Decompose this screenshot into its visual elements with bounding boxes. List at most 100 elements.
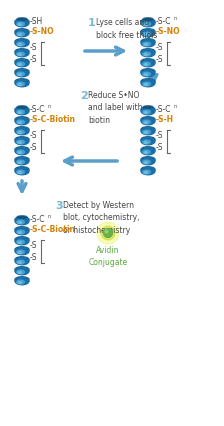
Ellipse shape bbox=[141, 167, 155, 175]
Ellipse shape bbox=[15, 147, 29, 155]
Ellipse shape bbox=[15, 217, 29, 222]
Ellipse shape bbox=[17, 280, 24, 284]
Ellipse shape bbox=[18, 112, 22, 113]
Ellipse shape bbox=[141, 117, 155, 122]
Ellipse shape bbox=[15, 277, 29, 285]
Ellipse shape bbox=[18, 121, 22, 124]
Text: -S: -S bbox=[30, 132, 37, 141]
Ellipse shape bbox=[141, 19, 155, 24]
Ellipse shape bbox=[18, 132, 22, 133]
Ellipse shape bbox=[15, 107, 29, 115]
Ellipse shape bbox=[15, 227, 29, 232]
Ellipse shape bbox=[144, 161, 148, 164]
Ellipse shape bbox=[15, 69, 29, 77]
Ellipse shape bbox=[18, 54, 22, 55]
Ellipse shape bbox=[143, 32, 151, 36]
Ellipse shape bbox=[143, 82, 151, 86]
Ellipse shape bbox=[18, 251, 22, 253]
Ellipse shape bbox=[144, 83, 148, 86]
Text: 1: 1 bbox=[88, 18, 96, 28]
Ellipse shape bbox=[15, 237, 29, 242]
Ellipse shape bbox=[15, 127, 29, 135]
Ellipse shape bbox=[143, 150, 151, 154]
Ellipse shape bbox=[15, 59, 29, 67]
Ellipse shape bbox=[15, 247, 29, 252]
Ellipse shape bbox=[17, 216, 27, 218]
Ellipse shape bbox=[15, 137, 29, 145]
Ellipse shape bbox=[141, 127, 155, 132]
Ellipse shape bbox=[17, 106, 27, 108]
Ellipse shape bbox=[15, 247, 29, 255]
Ellipse shape bbox=[18, 161, 22, 164]
Ellipse shape bbox=[15, 267, 29, 275]
Text: -S: -S bbox=[30, 143, 37, 152]
Ellipse shape bbox=[18, 271, 22, 273]
Text: -S-NO: -S-NO bbox=[156, 28, 181, 37]
Ellipse shape bbox=[141, 29, 155, 37]
Ellipse shape bbox=[143, 62, 151, 66]
Ellipse shape bbox=[18, 152, 22, 153]
Ellipse shape bbox=[15, 217, 29, 225]
Text: 3: 3 bbox=[55, 201, 63, 211]
Text: Avidin
Conjugate: Avidin Conjugate bbox=[88, 246, 128, 267]
Text: -S: -S bbox=[30, 242, 37, 250]
Ellipse shape bbox=[15, 117, 29, 125]
Text: 2: 2 bbox=[80, 91, 88, 101]
Ellipse shape bbox=[144, 141, 148, 144]
Ellipse shape bbox=[141, 147, 155, 152]
Ellipse shape bbox=[15, 137, 29, 142]
Ellipse shape bbox=[144, 63, 148, 66]
Text: n: n bbox=[48, 213, 51, 219]
Text: -S: -S bbox=[156, 132, 164, 141]
Text: Reduce S•NO
and label with
biotin: Reduce S•NO and label with biotin bbox=[88, 91, 142, 125]
Ellipse shape bbox=[141, 167, 155, 172]
Ellipse shape bbox=[17, 230, 24, 234]
Ellipse shape bbox=[17, 170, 24, 174]
Text: n: n bbox=[174, 104, 177, 109]
Ellipse shape bbox=[143, 52, 151, 56]
Text: -S-NO: -S-NO bbox=[30, 28, 55, 37]
Ellipse shape bbox=[141, 117, 155, 125]
Ellipse shape bbox=[15, 227, 29, 235]
Text: -S-C-Biotin: -S-C-Biotin bbox=[30, 115, 76, 124]
Ellipse shape bbox=[143, 72, 151, 76]
Ellipse shape bbox=[15, 59, 29, 64]
Ellipse shape bbox=[141, 107, 155, 115]
Ellipse shape bbox=[141, 69, 155, 74]
Ellipse shape bbox=[15, 107, 29, 112]
Ellipse shape bbox=[141, 157, 155, 162]
Ellipse shape bbox=[143, 22, 151, 26]
Ellipse shape bbox=[18, 63, 22, 66]
Ellipse shape bbox=[141, 127, 155, 135]
Text: -S: -S bbox=[156, 143, 164, 152]
Text: -S: -S bbox=[30, 55, 37, 63]
Ellipse shape bbox=[141, 107, 155, 112]
Ellipse shape bbox=[143, 130, 151, 134]
Ellipse shape bbox=[17, 160, 24, 164]
Ellipse shape bbox=[18, 43, 22, 46]
Circle shape bbox=[103, 228, 112, 238]
Ellipse shape bbox=[143, 110, 151, 114]
Ellipse shape bbox=[144, 74, 148, 75]
Ellipse shape bbox=[15, 19, 29, 24]
Ellipse shape bbox=[141, 137, 155, 142]
Ellipse shape bbox=[15, 147, 29, 152]
Ellipse shape bbox=[141, 19, 155, 27]
Ellipse shape bbox=[144, 112, 148, 113]
Ellipse shape bbox=[18, 172, 22, 173]
Ellipse shape bbox=[17, 250, 24, 254]
Ellipse shape bbox=[141, 29, 155, 34]
Ellipse shape bbox=[141, 39, 155, 47]
Ellipse shape bbox=[15, 29, 29, 34]
Ellipse shape bbox=[141, 39, 155, 44]
Text: -S-C: -S-C bbox=[156, 17, 172, 26]
Ellipse shape bbox=[15, 167, 29, 172]
Ellipse shape bbox=[15, 267, 29, 272]
Ellipse shape bbox=[15, 167, 29, 175]
Ellipse shape bbox=[15, 79, 29, 87]
Ellipse shape bbox=[18, 23, 22, 26]
Ellipse shape bbox=[15, 39, 29, 47]
Text: -S-C: -S-C bbox=[30, 216, 45, 225]
Ellipse shape bbox=[15, 49, 29, 54]
Ellipse shape bbox=[15, 237, 29, 245]
